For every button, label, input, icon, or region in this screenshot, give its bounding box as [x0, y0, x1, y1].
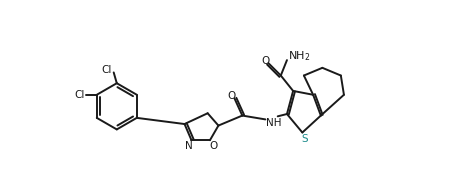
Text: Cl: Cl [102, 65, 112, 75]
Text: NH: NH [266, 118, 282, 128]
Text: NH$_2$: NH$_2$ [288, 49, 310, 63]
Text: O: O [209, 141, 217, 151]
Text: N: N [185, 141, 192, 151]
Text: S: S [301, 135, 308, 144]
Text: O: O [227, 91, 236, 101]
Text: Cl: Cl [74, 90, 84, 100]
Text: O: O [261, 56, 269, 66]
